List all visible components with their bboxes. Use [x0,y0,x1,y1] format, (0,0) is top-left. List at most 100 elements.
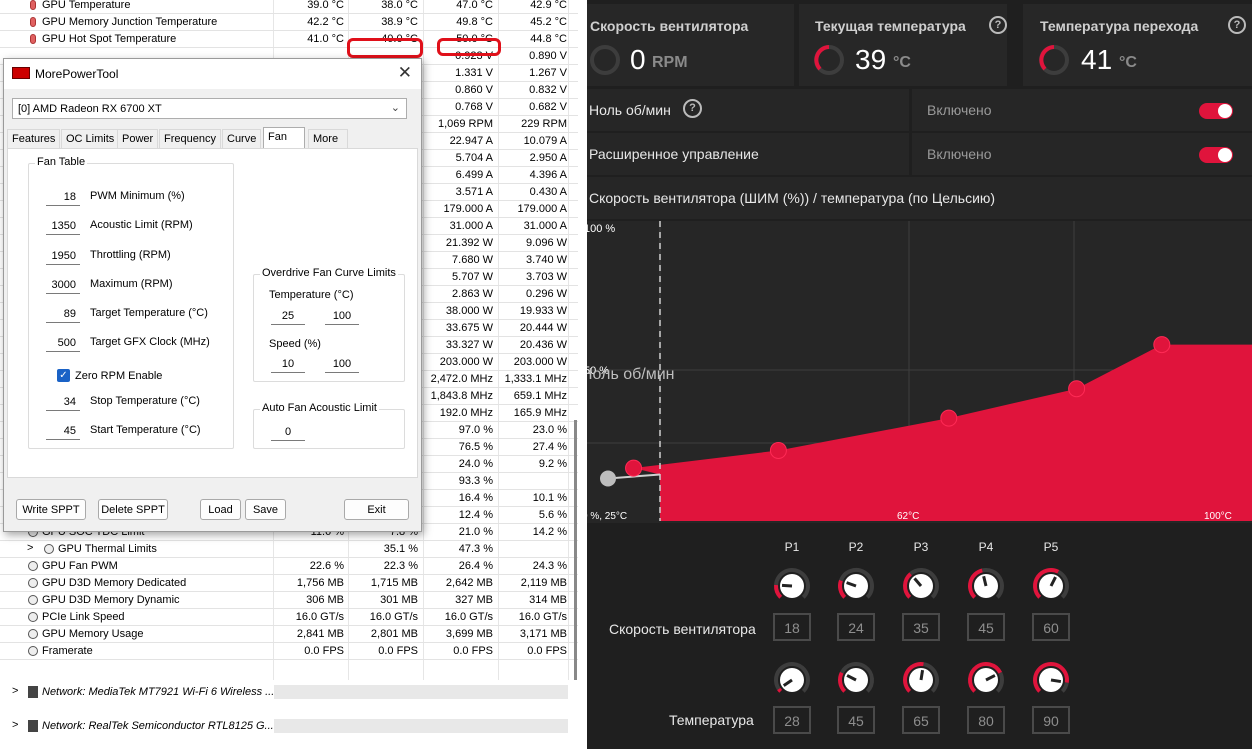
speed-input-p4[interactable]: 45 [967,613,1005,641]
stop-temperature-label: Stop Temperature (°C) [90,395,200,407]
sensor-value: 1,333.1 MHz [504,373,567,385]
auto-fan-acoustic-field[interactable]: 0 [271,423,305,441]
device-select-value: [0] AMD Radeon RX 6700 XT [18,103,162,115]
fan-curve-chart[interactable]: 100 % 50 % Ноль об/мин 0 %, 25°C 62°C 10… [587,221,1252,523]
sensor-row[interactable]: GPU D3D Memory Dynamic 306 MB 301 MB 327 MB… [0,592,578,609]
load-button[interactable]: Load [200,499,241,520]
sensor-value: 16.0 GT/s [369,611,418,623]
column-separator [423,0,424,680]
zero-rpm-toggle[interactable] [1199,103,1233,119]
save-button[interactable]: Save [245,499,286,520]
thermometer-icon [30,17,36,27]
throttling-field[interactable]: 1950 [46,247,80,265]
speed-knob-p4[interactable] [966,566,1006,606]
sensor-row[interactable]: > GPU Thermal Limits 35.1 % 47.3 % [0,541,578,558]
od-speed-max-field[interactable]: 100 [325,355,359,373]
title-bar[interactable]: MorePowerTool ✕ [4,59,421,89]
acoustic-limit-field[interactable]: 1350 [46,217,80,235]
speed-knob-p3[interactable] [901,566,941,606]
start-temperature-field[interactable]: 45 [46,422,80,440]
sensor-value: 3,699 MB [445,628,493,640]
sensor-row[interactable]: PCIe Link Speed 16.0 GT/s 16.0 GT/s 16.0 GT… [0,609,578,626]
maximum-rpm-field[interactable]: 3000 [46,276,80,294]
tab-frequency[interactable]: Frequency [159,129,221,148]
sensor-row[interactable]: GPU Fan PWM 22.6 % 22.3 % 26.4 % 24.3 % [0,558,578,575]
current-temperature-title: Текущая температура [815,18,966,34]
tab-power[interactable]: Power [117,129,159,148]
temperature-knob-p1[interactable] [772,660,812,700]
target-temperature-label: Target Temperature (°C) [90,307,208,319]
zero-rpm-label: Ноль об/мин [589,102,671,118]
group-bar [274,685,568,699]
advanced-control-toggle[interactable] [1199,147,1233,163]
help-icon[interactable]: ? [1228,16,1246,34]
speed-input-p1[interactable]: 18 [773,613,811,641]
tab-features[interactable]: Features [7,129,61,148]
sensor-row[interactable]: GPU Memory Usage 2,841 MB 2,801 MB 3,699 MB… [0,626,578,643]
temperature-input-p3[interactable]: 65 [902,706,940,734]
fan-speed-unit: RPM [652,54,688,71]
sensor-value: 0.430 A [529,186,567,198]
sensor-row[interactable]: GPU Temperature 39.0 °C 38.0 °C 47.0 °C 42.9… [0,0,578,14]
sensor-row[interactable]: GPU Memory Junction Temperature 42.2 °C 38… [0,14,578,31]
target-gfx-clock-field[interactable]: 500 [46,334,80,352]
sensor-group-network-realtek[interactable]: > Network: RealTek Semiconductor RTL8125… [0,718,578,735]
close-icon[interactable]: ✕ [397,63,412,82]
temperature-input-p2[interactable]: 45 [837,706,875,734]
target-temperature-field[interactable]: 89 [46,305,80,323]
help-icon[interactable]: ? [989,16,1007,34]
sensor-group-network-mediatek[interactable]: > Network: MediaTek MT7921 Wi-Fi 6 Wirel… [0,684,578,701]
sensor-value: 1,843.8 MHz [430,390,493,402]
zero-rpm-checkbox[interactable]: ✓ [57,369,70,382]
help-icon[interactable]: ? [683,99,702,118]
pwm-minimum-field[interactable]: 18 [46,188,80,206]
sensor-value: 39.0 °C [307,0,344,11]
temperature-knob-p2[interactable] [836,660,876,700]
exit-button[interactable]: Exit [344,499,409,520]
expand-icon[interactable]: > [27,542,34,554]
temperature-input-p4[interactable]: 80 [967,706,1005,734]
write-sppt-button[interactable]: Write SPPT [16,499,86,520]
speed-knob-p2[interactable] [836,566,876,606]
chip-icon [28,686,38,698]
sensor-value: 0.0 FPS [527,645,567,657]
overdrive-limits-group: Overdrive Fan Curve Limits [253,267,405,382]
sensor-row[interactable]: GPU D3D Memory Dedicated 1,756 MB 1,715 MB… [0,575,578,592]
temperature-input-p1[interactable]: 28 [773,706,811,734]
tab-more[interactable]: More [308,129,348,148]
speed-input-p5[interactable]: 60 [1032,613,1070,641]
tab-fan[interactable]: Fan [263,127,305,149]
speed-knob-p5[interactable] [1031,566,1071,606]
tab-oc-limits[interactable]: OC Limits [61,129,120,148]
sensor-value: 16.0 GT/s [518,611,567,623]
start-temperature-label: Start Temperature (°C) [90,424,201,436]
od-speed-min-field[interactable]: 10 [271,355,305,373]
sensor-value: 229 RPM [521,118,567,130]
stop-temperature-field[interactable]: 34 [46,393,80,411]
temperature-knob-p4[interactable] [966,660,1006,700]
od-temperature-min-field[interactable]: 25 [271,307,305,325]
scrollbar[interactable] [574,420,577,680]
sensor-value: 0.860 V [455,84,493,96]
expand-icon[interactable]: > [12,685,19,697]
sensor-value: 0.832 V [529,84,567,96]
temperature-input-p5[interactable]: 90 [1032,706,1070,734]
sensor-row[interactable]: Framerate 0.0 FPS 0.0 FPS 0.0 FPS 0.0 FPS [0,643,578,660]
speed-input-p3[interactable]: 35 [902,613,940,641]
speed-input-p2[interactable]: 24 [837,613,875,641]
delete-sppt-button[interactable]: Delete SPPT [98,499,168,520]
group-bar [274,719,568,733]
sensor-name: GPU D3D Memory Dedicated [42,577,187,589]
chevron-down-icon[interactable]: ⌄ [390,102,400,114]
speed-knob-p1[interactable] [772,566,812,606]
tab-curve[interactable]: Curve [222,129,262,148]
device-select[interactable]: [0] AMD Radeon RX 6700 XT ⌄ [12,98,407,119]
sensor-row[interactable]: GPU Hot Spot Temperature 41.0 °C 40.0 °C 50… [0,31,578,48]
od-temperature-max-field[interactable]: 100 [325,307,359,325]
sensor-value: 26.4 % [458,560,493,572]
pwm-minimum-label: PWM Minimum (%) [90,190,185,202]
temperature-knob-p5[interactable] [1031,660,1071,700]
sensor-value: 27.4 % [532,441,567,453]
temperature-knob-p3[interactable] [901,660,941,700]
expand-icon[interactable]: > [12,719,19,731]
